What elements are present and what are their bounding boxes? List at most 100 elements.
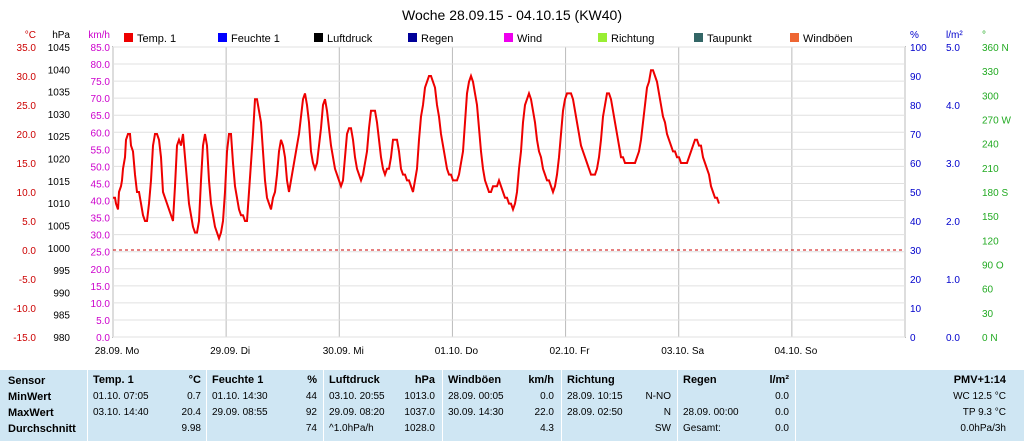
axis-tick-label: 10.0	[17, 188, 37, 199]
axis-tick-label: 330	[982, 67, 999, 78]
axis-tick-label: 45.0	[91, 179, 111, 190]
axis-tick-label: 50.0	[91, 162, 111, 173]
divider	[561, 370, 562, 441]
stats-col-rain: Regen l/m² 0.0 28.09. 00:00 0.0 Gesamt: …	[683, 370, 789, 441]
axis-tick-label: 75.0	[91, 77, 111, 88]
stats-header: Temp. 1	[93, 374, 134, 386]
axis-tick-label: 10	[910, 304, 922, 315]
axis-tick-label: 50	[910, 188, 922, 199]
divider	[87, 370, 88, 441]
stats-table: Sensor MinWert MaxWert Durchschnitt Temp…	[0, 370, 1024, 441]
stats-value: 1037.0	[404, 407, 435, 418]
stats-time: Gesamt:	[683, 423, 721, 434]
axis-tick-label: 120	[982, 236, 999, 247]
stats-col-direction: Richtung 28.09. 10:15 N-NO 28.09. 02:50 …	[567, 370, 671, 441]
stats-time: 28.09. 00:05	[448, 391, 504, 402]
stats-value: WC 12.5 °C	[953, 391, 1006, 402]
stats-time: ^1.0hPa/h	[329, 423, 374, 434]
stats-time: 01.10. 07:05	[93, 391, 149, 402]
axis-tick-label: 35.0	[91, 214, 111, 225]
axis-tick-label: 55.0	[91, 145, 111, 156]
stats-header: Regen	[683, 374, 717, 386]
weather-chart: Woche 28.09.15 - 04.10.15 (KW40) °C 35.0 30…	[13, 7, 1011, 357]
stats-value: 0.0	[775, 423, 789, 434]
legend-label: Richtung	[611, 33, 654, 45]
stats-time: 29.09. 08:20	[329, 407, 385, 418]
divider	[795, 370, 796, 441]
axis-tick-label: 30	[982, 309, 994, 320]
divider	[206, 370, 207, 441]
stats-header: Windböen	[448, 374, 502, 386]
axis-tick-label: 150	[982, 212, 999, 223]
axis-tick-label: 0	[910, 333, 916, 344]
axis-tick-label: 0.0	[946, 333, 960, 344]
axis-tick-label: 1020	[48, 155, 71, 166]
stats-value: SW	[654, 423, 671, 434]
axis-tick-label: 2.0	[946, 217, 960, 228]
stats-time: 03.10. 20:55	[329, 391, 385, 402]
axis-tick-label: 240	[982, 140, 999, 151]
legend-label: Regen	[421, 33, 453, 45]
stats-value: 22.0	[534, 407, 554, 418]
axis-tick-label: 300	[982, 91, 999, 102]
axis-tick-label: 25.0	[17, 101, 37, 112]
axis-tick-label: -5.0	[19, 275, 37, 286]
stats-col-gusts: Windböen km/h 28.09. 00:05 0.0 30.09. 14…	[448, 370, 554, 441]
axis-tick-label: 80	[910, 101, 922, 112]
axis-tick-label: 1000	[48, 244, 71, 255]
axis-tick-label: 35.0	[17, 43, 37, 54]
stats-value: 0.7	[187, 391, 201, 402]
stats-time: 29.09. 08:55	[212, 407, 268, 418]
stats-value: 0.0	[775, 391, 789, 402]
legend-swatch	[124, 33, 133, 42]
stats-unit: km/h	[528, 374, 554, 386]
axis-tick-label: 30	[910, 246, 922, 257]
stats-time: 01.10. 14:30	[212, 391, 268, 402]
stats-row-label: MaxWert	[8, 407, 54, 419]
legend-swatch	[694, 33, 703, 42]
stats-row-label: MinWert	[8, 391, 52, 403]
axis-tick-label: 1010	[48, 199, 71, 210]
axis-tick-label: 360 N	[982, 43, 1009, 54]
axis-tick-label: -10.0	[13, 304, 36, 315]
stats-value: TP 9.3 °C	[962, 407, 1006, 418]
stats-unit: °C	[188, 374, 201, 386]
axis-tick-label: 990	[53, 288, 70, 299]
axis-unit-label: °	[982, 30, 986, 41]
axis-tick-label: 5.0	[946, 43, 960, 54]
axis-tick-label: 0 N	[982, 333, 998, 344]
axis-unit-label: km/h	[88, 30, 110, 41]
stats-col-temp: Temp. 1 °C 01.10. 07:05 0.7 03.10. 14:40…	[93, 370, 201, 441]
axis-tick-label: 1.0	[946, 275, 960, 286]
stats-value: 44	[305, 391, 317, 402]
axis-tick-label: 995	[53, 266, 70, 277]
stats-time: 03.10. 14:40	[93, 407, 149, 418]
axis-unit-label: l/m²	[946, 30, 963, 41]
axis-tick-label: 5.0	[96, 316, 110, 327]
chart-title: Woche 28.09.15 - 04.10.15 (KW40)	[402, 7, 622, 23]
axis-tick-label: 1030	[48, 110, 71, 121]
stats-value: 74	[305, 423, 317, 434]
stats-row-label: Durchschnitt	[8, 423, 76, 435]
axis-tick-label: 985	[53, 311, 70, 322]
stats-col-pressure: Luftdruck hPa 03.10. 20:55 1013.0 29.09.…	[329, 370, 435, 441]
axis-tick-label: 0.0	[22, 246, 36, 257]
stats-unit: l/m²	[769, 374, 789, 386]
stats-header: Feuchte 1	[212, 374, 264, 386]
divider	[442, 370, 443, 441]
axis-tick-label: 40.0	[91, 197, 111, 208]
stats-value: N-NO	[645, 391, 671, 402]
axis-tick-label: 5.0	[22, 217, 36, 228]
series-line-temp	[113, 69, 720, 242]
stats-value: 1028.0	[404, 423, 435, 434]
axis-unit-label: hPa	[52, 30, 70, 41]
legend-label: Windböen	[803, 33, 853, 45]
legend-swatch	[314, 33, 323, 42]
axis-tick-label: 1045	[48, 43, 71, 54]
stats-time: 28.09. 02:50	[567, 407, 623, 418]
axis-tick-label: 20.0	[91, 265, 111, 276]
x-tick-label: 01.10. Do	[435, 346, 479, 357]
axis-tick-label: 1025	[48, 132, 71, 143]
axis-tick-label: 4.0	[946, 101, 960, 112]
axis-tick-label: -15.0	[13, 333, 36, 344]
